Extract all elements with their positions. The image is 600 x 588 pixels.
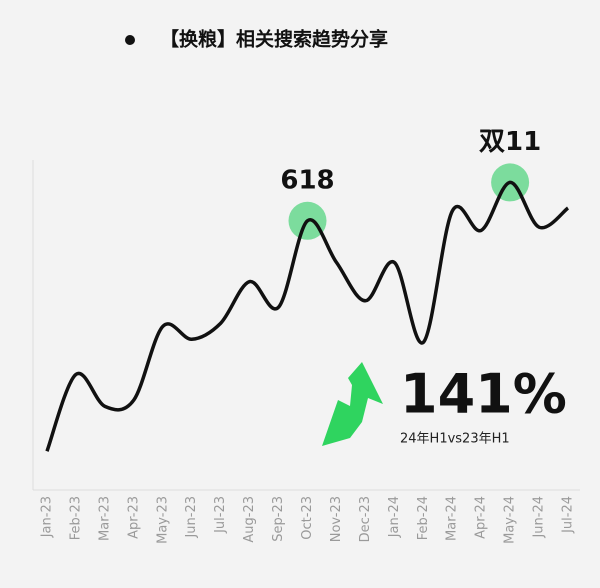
x-tick-label: Jul-23 [213,496,228,534]
legend-dot [125,35,135,45]
x-tick-label: Jun-24 [532,496,547,539]
x-tick-label: Sep-23 [271,496,286,542]
x-tick-label: Oct-23 [300,496,315,540]
x-tick-label: Mar-23 [97,496,112,541]
peak-label: 618 [280,165,334,195]
highlight-value: 141% [400,363,567,426]
x-tick-label: Apr-24 [474,496,489,539]
x-tick-label: Jan-23 [40,496,55,538]
growth-arrow [322,362,383,446]
x-tick-label: Jan-24 [387,496,402,538]
x-tick-label: Feb-23 [68,496,83,540]
x-tick-label: Apr-23 [126,496,141,539]
highlight-caption: 24年H1vs23年H1 [400,432,510,447]
x-tick-label: Aug-23 [242,496,257,543]
x-tick-label: Feb-24 [416,496,431,540]
x-tick-label: Jun-23 [184,496,199,539]
x-tick-label: May-23 [155,496,170,544]
peak-label: 双11 [479,127,541,157]
x-tick-label: Jul-24 [561,496,576,534]
chart-title: 【换粮】相关搜索趋势分享 [160,28,388,51]
trend-line [45,180,570,452]
x-tick-label: May-24 [503,496,518,544]
x-tick-label: Mar-24 [445,496,460,541]
x-tick-label: Dec-23 [358,496,373,542]
x-tick-label: Nov-23 [329,496,344,542]
